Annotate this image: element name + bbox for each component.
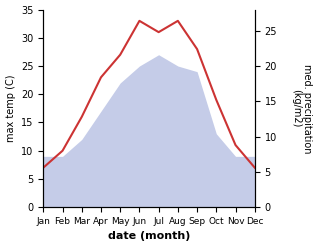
Y-axis label: med. precipitation
(kg/m2): med. precipitation (kg/m2) [291, 64, 313, 153]
X-axis label: date (month): date (month) [108, 231, 190, 242]
Y-axis label: max temp (C): max temp (C) [5, 75, 16, 142]
